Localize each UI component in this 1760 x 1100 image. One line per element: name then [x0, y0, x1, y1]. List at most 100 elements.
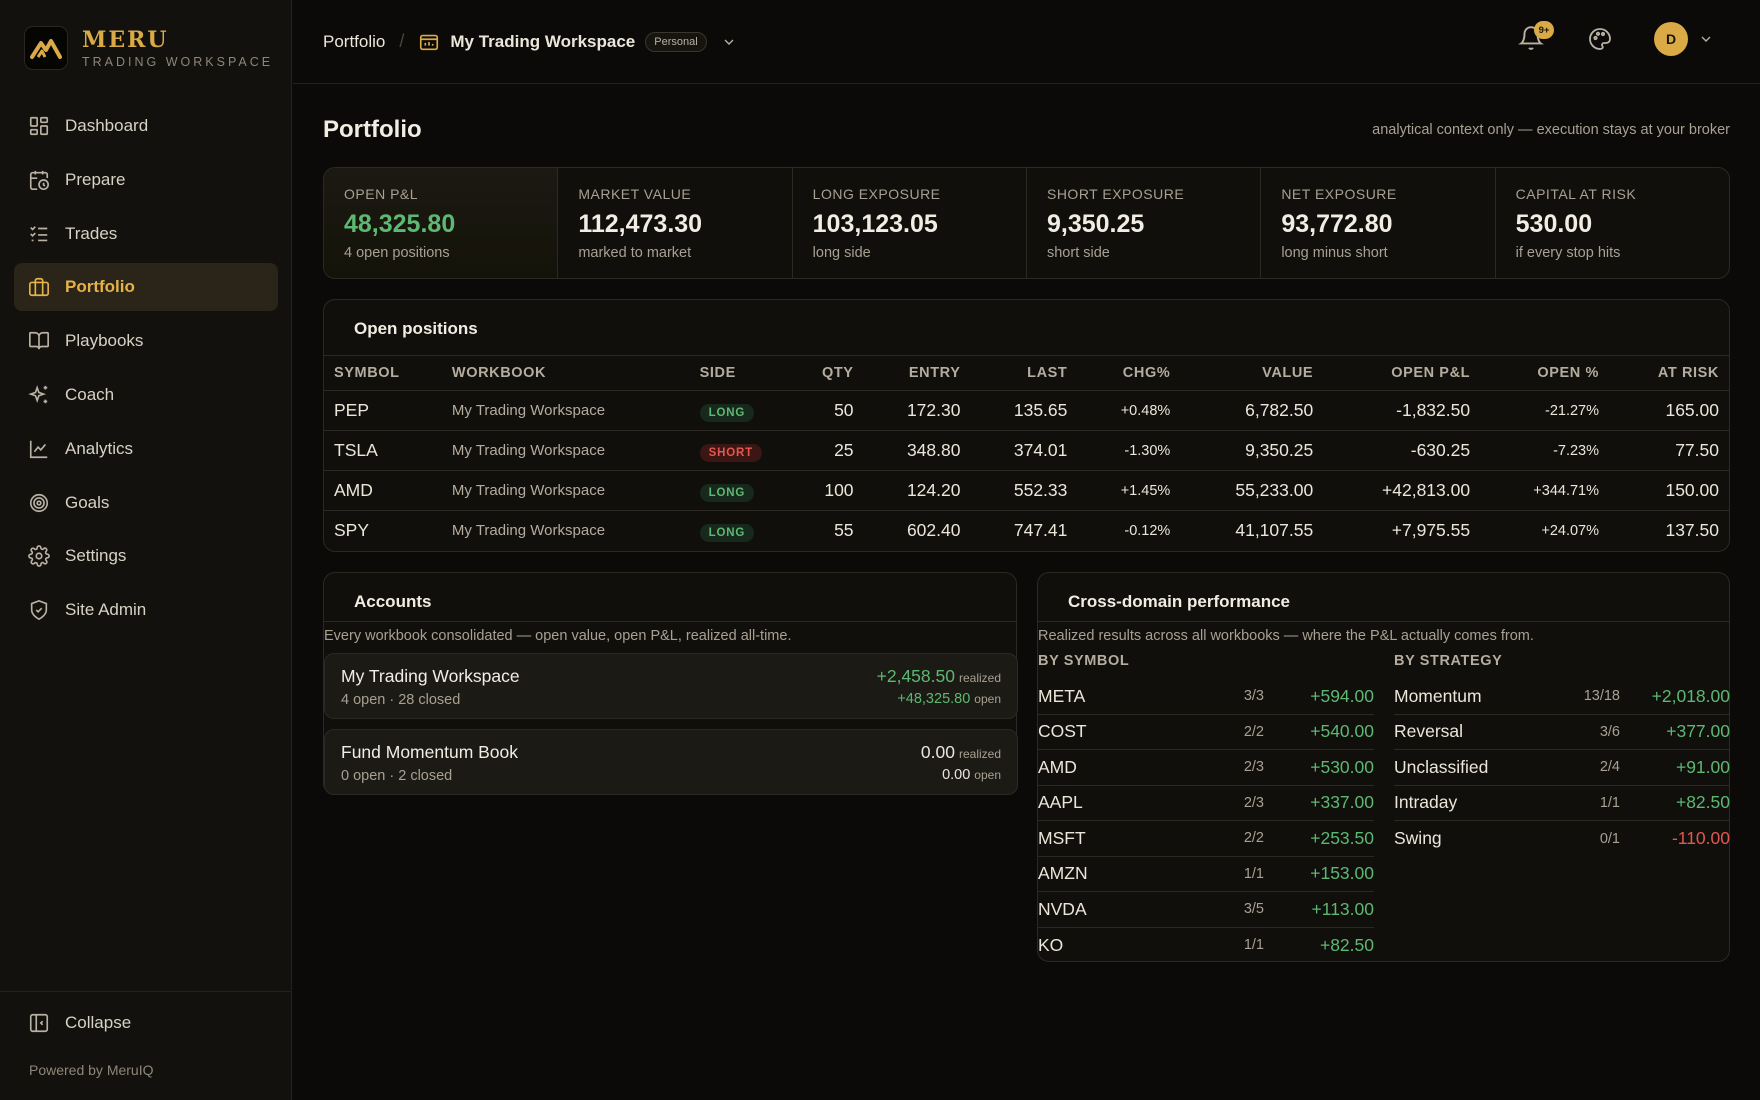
cell-at-risk: 137.50	[1609, 510, 1729, 551]
breadcrumb-portfolio[interactable]: Portfolio	[323, 31, 386, 51]
perf-name: KO	[1038, 934, 1064, 955]
cell-at-risk: 150.00	[1609, 470, 1729, 511]
cell-open-pct: +344.71%	[1480, 470, 1610, 511]
cell-last: 135.65	[970, 390, 1078, 431]
stat-label: CAPITAL AT RISK	[1515, 186, 1637, 202]
cell-value: 55,233.00	[1180, 470, 1324, 511]
chevron-down-icon[interactable]	[721, 34, 737, 50]
cell-chg: -1.30%	[1077, 430, 1181, 471]
column-header[interactable]: AT RISK	[1609, 355, 1729, 391]
stat-label: NET EXPOSURE	[1281, 186, 1397, 202]
column-header[interactable]: SIDE	[689, 355, 782, 391]
list-item[interactable]: KO 1/1 +82.50	[1038, 928, 1374, 964]
cell-open-pnl: -1,832.50	[1323, 390, 1481, 431]
stat-value: 530.00	[1515, 210, 1593, 238]
bell-icon	[1518, 26, 1544, 50]
sidebar-item-playbooks[interactable]: Playbooks	[14, 317, 278, 365]
list-item[interactable]: AMD 2/3 +530.00	[1038, 750, 1374, 786]
perf-count: 0/1	[1599, 830, 1620, 847]
perf-value: +82.50	[1319, 934, 1374, 955]
column-header[interactable]: LAST	[970, 355, 1078, 391]
powered-by: Powered by MeruIQ	[29, 1062, 154, 1078]
list-item[interactable]: Intraday 1/1 +82.50	[1394, 786, 1730, 821]
perf-count: 1/1	[1243, 937, 1264, 954]
cell-open-pnl: +7,975.55	[1323, 510, 1481, 551]
list-item[interactable]: META 3/3 +594.00	[1038, 679, 1374, 715]
column-header[interactable]: CHG%	[1077, 355, 1181, 391]
list-item[interactable]: Momentum 13/18 +2,018.00	[1394, 679, 1730, 715]
sidebar-item-portfolio[interactable]: Portfolio	[14, 263, 278, 312]
cell-entry: 124.20	[863, 470, 971, 511]
list-item[interactable]: AAPL 2/3 +337.00	[1038, 786, 1374, 821]
sidebar-item-coach[interactable]: Coach	[14, 371, 278, 419]
perf-name: COST	[1038, 721, 1087, 742]
list-item[interactable]: Swing 0/1 -110.00	[1394, 821, 1730, 857]
accounts-subtitle: Every workbook consolidated — open value…	[324, 621, 1016, 644]
list-item[interactable]: COST 2/2 +540.00	[1038, 715, 1374, 750]
table-row[interactable]: PEP My Trading Workspace LONG 50 172.30 …	[324, 390, 1729, 431]
list-item[interactable]: AMZN 1/1 +153.00	[1038, 857, 1374, 892]
side-badge: LONG	[699, 403, 755, 422]
account-open-value: +48,325.80	[897, 691, 971, 707]
perf-count: 13/18	[1583, 688, 1620, 705]
column-header[interactable]: ENTRY	[863, 355, 971, 391]
stat-value: 48,325.80	[344, 210, 456, 238]
column-header[interactable]: SYMBOL	[324, 355, 442, 391]
column-header[interactable]: QTY	[781, 355, 864, 391]
account-realized: +2,458.50 realized	[877, 666, 1001, 687]
perf-value: +153.00	[1310, 863, 1374, 884]
palette-icon[interactable]	[1588, 27, 1612, 51]
column-header[interactable]: OPEN %	[1480, 355, 1610, 391]
cell-symbol: TSLA	[324, 430, 442, 471]
column-header[interactable]: OPEN P&L	[1323, 355, 1481, 391]
list-item[interactable]: Unclassified 2/4 +91.00	[1394, 750, 1730, 786]
perf-count: 3/5	[1243, 901, 1264, 918]
sidebar-item-trades[interactable]: Trades	[14, 210, 278, 258]
sidebar-item-label: Settings	[65, 546, 127, 566]
sidebar-item-goals[interactable]: Goals	[14, 479, 278, 527]
sidebar-item-analytics[interactable]: Analytics	[14, 425, 278, 473]
workspace-switcher[interactable]: My Trading Workspace	[450, 31, 636, 51]
table-row[interactable]: TSLA My Trading Workspace SHORT 25 348.8…	[324, 430, 1729, 471]
perf-value: +377.00	[1666, 721, 1730, 742]
sidebar-nav: Dashboard Prepare Trades Portfolio Playb…	[14, 102, 278, 640]
column-header[interactable]: VALUE	[1180, 355, 1324, 391]
list-item[interactable]: Reversal 3/6 +377.00	[1394, 715, 1730, 750]
cell-value: 9,350.25	[1180, 430, 1324, 471]
chevron-down-icon[interactable]	[1698, 31, 1714, 47]
brand[interactable]: MERU TRADING WORKSPACE	[24, 26, 273, 70]
perf-name: Swing	[1394, 828, 1442, 849]
cell-at-risk: 165.00	[1609, 390, 1729, 431]
account-item[interactable]: My Trading Workspace 4 open · 28 closed …	[324, 653, 1018, 719]
notifications-button[interactable]: 9+	[1518, 21, 1554, 53]
accounts-card: Accounts Every workbook consolidated — o…	[323, 572, 1018, 795]
table-row[interactable]: AMD My Trading Workspace LONG 100 124.20…	[324, 470, 1729, 511]
perf-count: 2/3	[1243, 759, 1264, 776]
workspace-icon	[420, 34, 439, 50]
sidebar-item-site-admin[interactable]: Site Admin	[14, 586, 278, 634]
perf-name: AMD	[1038, 756, 1077, 777]
perf-count: 2/3	[1243, 794, 1264, 811]
sidebar-item-dashboard[interactable]: Dashboard	[14, 102, 278, 150]
sidebar-item-label: Trades	[65, 223, 118, 243]
open-label: open	[974, 768, 1001, 782]
sidebar-item-label: Dashboard	[65, 116, 149, 135]
stat-label: SHORT EXPOSURE	[1046, 186, 1185, 202]
column-header[interactable]: WORKBOOK	[441, 355, 690, 391]
table-row[interactable]: SPY My Trading Workspace LONG 55 602.40 …	[324, 510, 1729, 551]
summary-stats: OPEN P&L 48,325.80 4 open positions MARK…	[323, 167, 1730, 279]
calendar-clock-icon	[29, 170, 49, 190]
user-avatar[interactable]: D	[1654, 22, 1688, 56]
sidebar-item-settings[interactable]: Settings	[14, 532, 278, 580]
stat-net-exposure: NET EXPOSURE 93,772.80 long minus short	[1261, 168, 1496, 278]
realized-label: realized	[958, 747, 1001, 761]
list-item[interactable]: NVDA 3/5 +113.00	[1038, 892, 1374, 928]
stat-value: 112,473.30	[578, 210, 703, 238]
list-item[interactable]: MSFT 2/2 +253.50	[1038, 821, 1374, 857]
sidebar-item-prepare[interactable]: Prepare	[14, 156, 278, 204]
collapse-button[interactable]: Collapse	[28, 1012, 131, 1034]
cell-qty: 50	[781, 390, 864, 431]
account-item[interactable]: Fund Momentum Book 0 open · 2 closed 0.0…	[324, 729, 1018, 795]
gear-icon	[28, 545, 50, 568]
meru-logo-icon	[24, 26, 68, 70]
